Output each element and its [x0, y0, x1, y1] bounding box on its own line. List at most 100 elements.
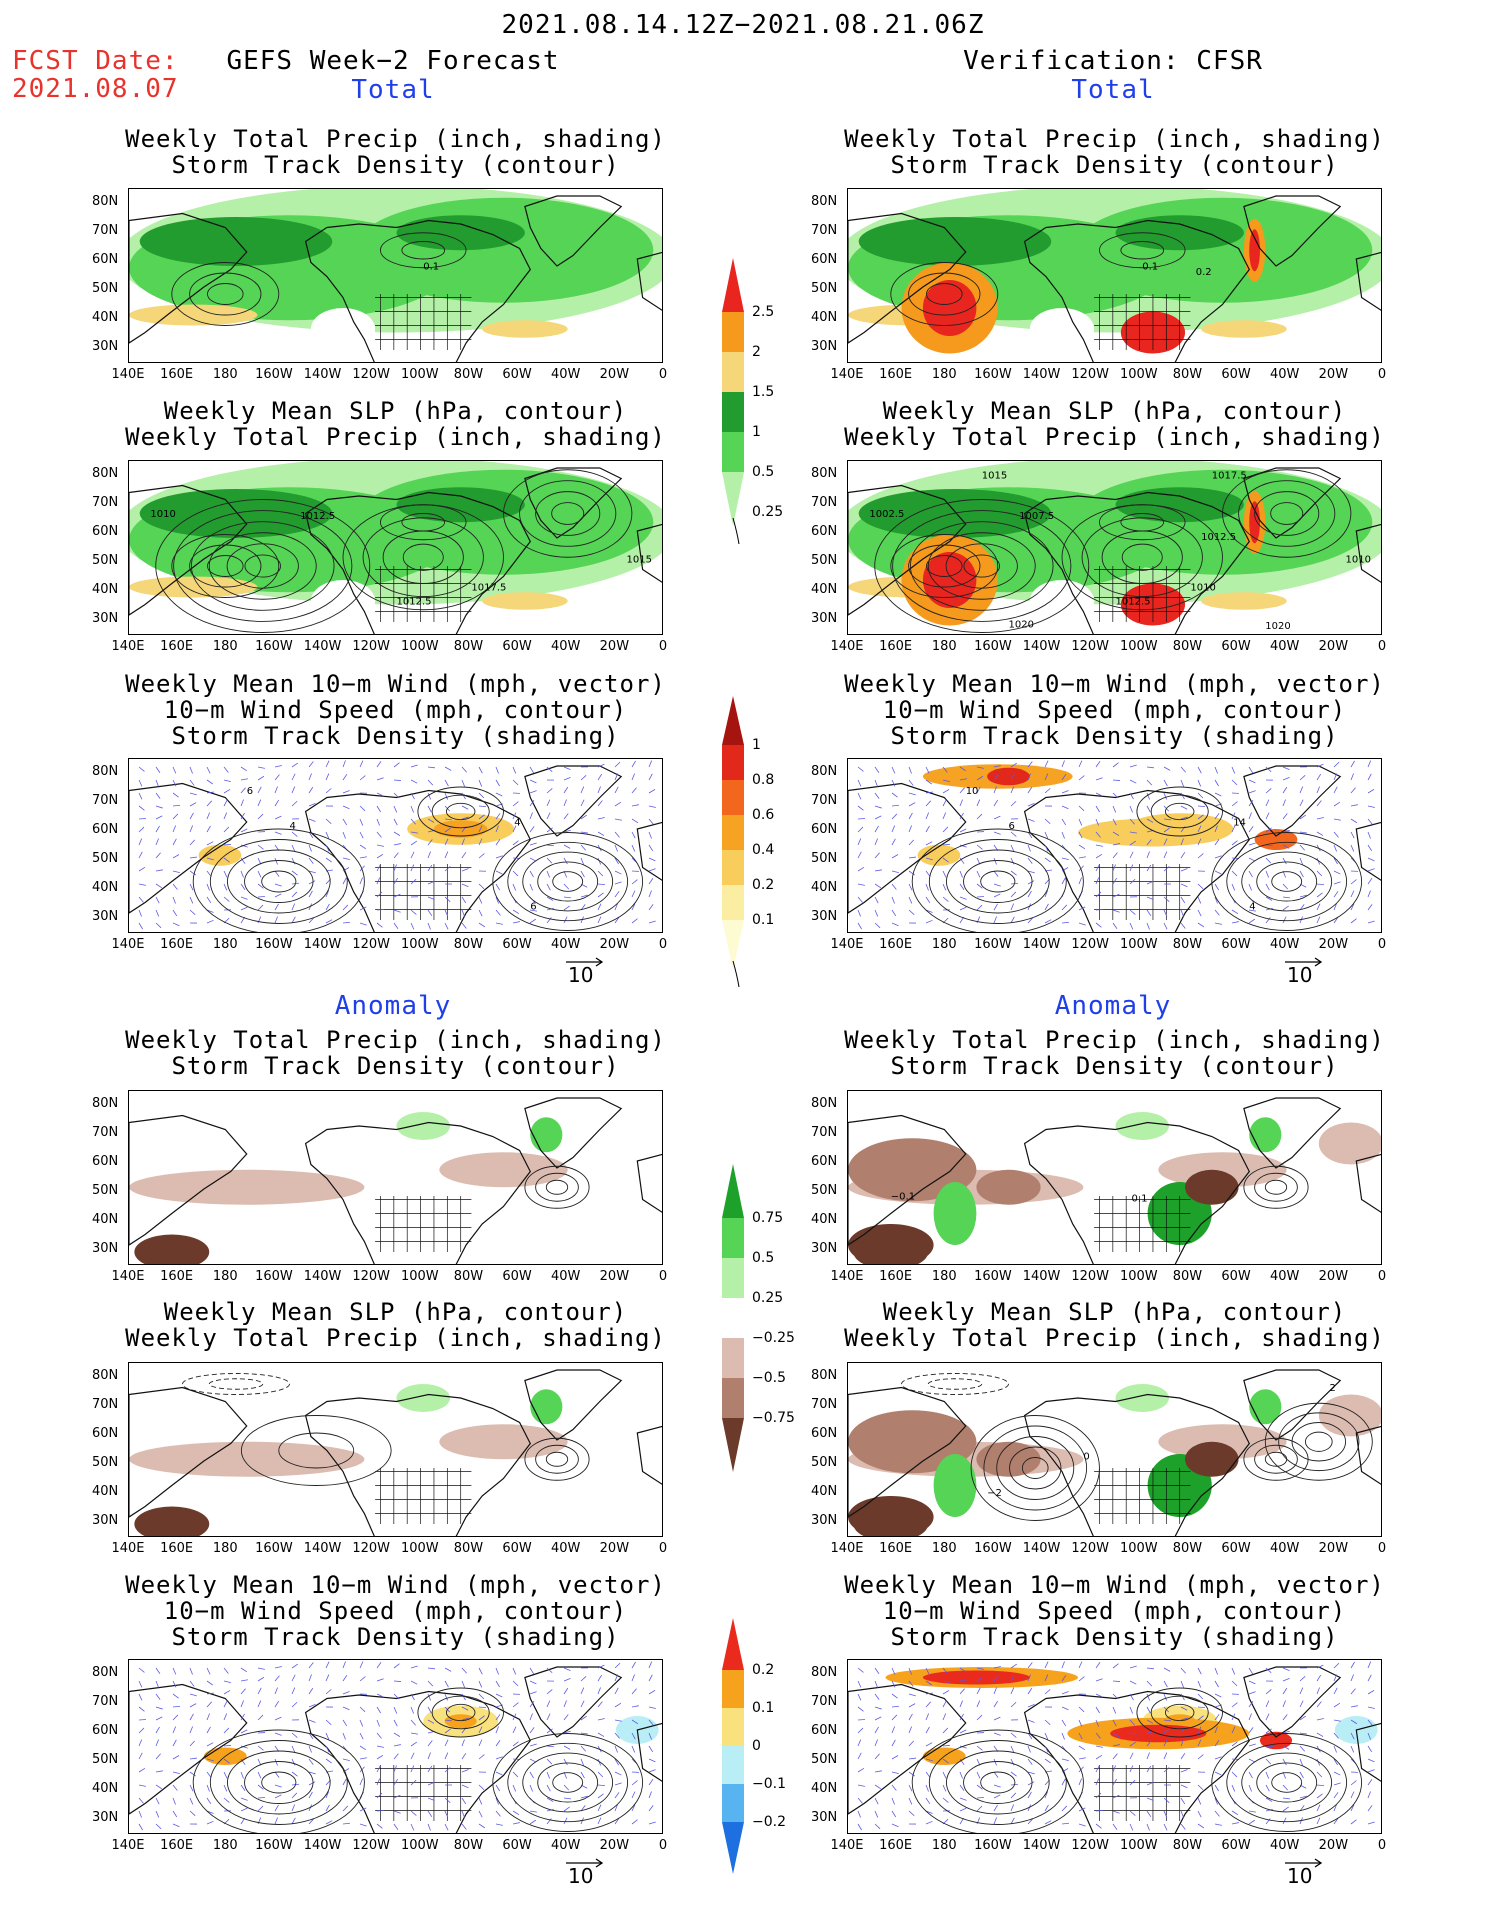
wind-vector [1350, 844, 1355, 852]
wind-vector [1214, 909, 1220, 916]
wind-vector [1214, 1714, 1220, 1721]
wind-vector [1095, 777, 1103, 781]
lon-tick-label: 100W [1119, 937, 1158, 952]
wind-vector [1027, 1818, 1034, 1825]
wind-vector [891, 766, 896, 774]
wind-vector [308, 1758, 314, 1765]
lon-tick-label: 140W [1022, 367, 1061, 382]
wind-vector [857, 1767, 865, 1773]
lat-tick-label: 30N [92, 611, 119, 626]
wind-vector [1163, 1752, 1168, 1760]
wind-vector [1044, 890, 1049, 898]
wind-vector [1299, 1758, 1303, 1766]
wind-vector [597, 1718, 605, 1721]
wind-vector [223, 1700, 228, 1708]
wind-vector [993, 1716, 1001, 1721]
wind-vector [223, 826, 230, 833]
wind-vector [495, 883, 500, 891]
wind-vector [1061, 904, 1068, 911]
wind-vector [444, 818, 452, 821]
wind-vector [1282, 1745, 1290, 1750]
forecast-panel-1: 0.1 [128, 188, 663, 363]
wind-vector [172, 922, 180, 927]
contour-line [945, 849, 1050, 914]
wind-vector [1282, 766, 1290, 770]
wind-vector [1095, 1745, 1103, 1748]
panel-title-line: Weekly Total Precip (inch, shading) [844, 125, 1385, 153]
lon-tick-label: 140W [303, 1541, 342, 1556]
wind-vector [1044, 1689, 1051, 1695]
wind-vector [959, 766, 967, 772]
contour-line [208, 1378, 264, 1390]
wind-vector [461, 1693, 466, 1701]
wind-vector [342, 904, 349, 911]
wind-vector [1367, 1745, 1373, 1753]
lat-tick-label: 30N [92, 339, 119, 354]
colorbar-swatch [722, 1218, 744, 1258]
wind-vector [1333, 1662, 1340, 1669]
wind-vector [274, 1700, 280, 1708]
colorbar-swatch [722, 1378, 744, 1418]
wind-vector [1316, 1701, 1322, 1708]
wind-vector [1044, 1661, 1049, 1669]
coastline [1355, 251, 1381, 311]
coastline [304, 491, 532, 634]
wind-vector [891, 1726, 896, 1734]
wind-vector [1197, 805, 1206, 808]
wind-vector [257, 1667, 265, 1670]
wind-vector [1197, 1715, 1204, 1721]
wind-vector [546, 896, 554, 901]
lon-tick-label: 160W [974, 367, 1012, 382]
coastline [636, 1153, 662, 1213]
wind-vector [1112, 1719, 1117, 1727]
verification-panel-6 [847, 1659, 1382, 1834]
lon-tick-label: 80W [1172, 1269, 1203, 1284]
contour-line [551, 502, 585, 525]
wind-vector [1197, 1754, 1204, 1760]
wind-vector [461, 883, 469, 888]
wind-vector [925, 779, 932, 785]
contour-line [996, 1436, 1075, 1500]
lat-tick-label: 80N [811, 764, 838, 779]
wind-vector [1197, 896, 1202, 904]
wind-vector [410, 1823, 415, 1831]
lon-tick-label: 160E [879, 367, 913, 382]
wind-vector [1044, 919, 1052, 924]
wind-vector [495, 1726, 499, 1734]
wind-vector [478, 814, 485, 820]
contour-line [1211, 1733, 1363, 1832]
wind-vector [376, 853, 384, 859]
wind-vector [563, 813, 569, 820]
wind-vector [908, 870, 915, 876]
wind-vector [478, 883, 485, 890]
lat-tick-label: 60N [92, 822, 119, 837]
wind-vector [959, 799, 963, 807]
wind-vector [631, 1719, 639, 1725]
lon-tick-label: 160W [255, 1541, 293, 1556]
wind-vector [342, 1732, 346, 1740]
colorbar-label: −0.1 [752, 1776, 786, 1792]
wind-vector [976, 883, 983, 889]
wind-vector [495, 1667, 499, 1675]
wind-vector [1333, 801, 1341, 807]
wind-vector [240, 1667, 248, 1673]
wind-vector [155, 1693, 161, 1700]
wind-vector [461, 779, 465, 787]
wind-vector [189, 792, 197, 796]
wind-vector [155, 1770, 163, 1773]
wind-vector [614, 844, 618, 852]
lon-tick-label: 140W [303, 639, 342, 654]
wind-vector [1078, 1766, 1084, 1773]
lon-tick-label: 140E [111, 1838, 145, 1853]
panel-title-line: Weekly Total Precip (inch, shading) [844, 1324, 1385, 1352]
contour-line [189, 272, 262, 316]
coastline [1023, 1393, 1251, 1536]
wind-vector [1078, 1732, 1083, 1740]
coastline [636, 1722, 662, 1782]
wind-vector [393, 1765, 397, 1773]
wind-vector [308, 917, 315, 924]
contour-line [1009, 1446, 1062, 1490]
wind-vector [857, 805, 864, 811]
wind-vector [1010, 1732, 1017, 1738]
wind-vector [1061, 831, 1065, 839]
